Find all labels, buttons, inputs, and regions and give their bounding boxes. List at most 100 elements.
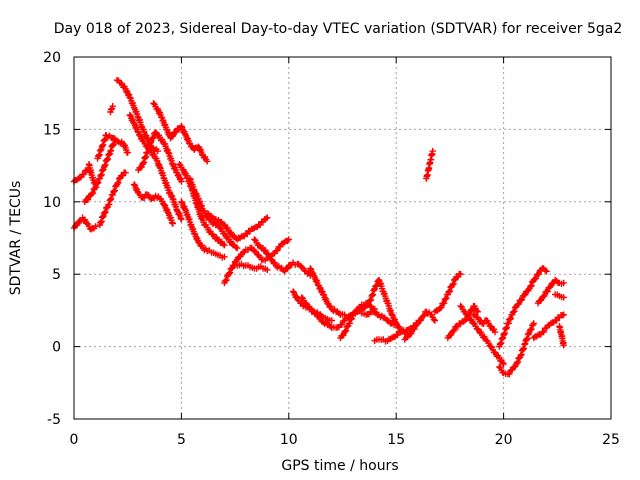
data-point (298, 294, 305, 301)
data-point-interp (520, 292, 528, 299)
data-point (429, 147, 436, 155)
data-point-interp (365, 301, 372, 308)
x-tick-label: 20 (495, 432, 513, 448)
data-point-interp (119, 172, 126, 179)
data-point (124, 149, 131, 156)
data-point-interp (532, 275, 539, 282)
data-point-interp (173, 128, 180, 136)
data-point (126, 94, 133, 101)
y-tick-label: 0 (52, 340, 61, 356)
data-point-interp (546, 284, 553, 291)
data-point-interp (84, 196, 92, 203)
data-point (560, 294, 567, 301)
data-point-interp (535, 270, 543, 278)
data-point-interp (424, 310, 431, 317)
data-point (178, 216, 185, 223)
plot-frame (73, 56, 612, 420)
data-point (500, 360, 507, 368)
x-tick-label: 10 (280, 432, 298, 448)
data-point-interp (473, 307, 480, 314)
data-point (281, 239, 288, 246)
data-point (178, 198, 185, 205)
data-point (487, 343, 494, 350)
data-point (496, 363, 503, 371)
data-point-interp (219, 240, 227, 248)
data-point (204, 158, 211, 165)
data-point-interp (80, 171, 88, 178)
data-point-interp (408, 330, 415, 337)
data-point-interp (89, 189, 97, 197)
data-point (560, 311, 567, 318)
data-point (298, 263, 305, 271)
data-point (324, 300, 331, 307)
data-point (92, 181, 99, 188)
data-point (221, 221, 228, 229)
data-point-interp (420, 312, 428, 319)
data-point (150, 100, 157, 107)
data-point (457, 271, 464, 278)
axis-ticks (73, 56, 612, 420)
data-point (152, 129, 159, 136)
x-tick-label: 15 (387, 432, 405, 448)
x-axis-title: GPS time / hours (281, 458, 398, 474)
data-point-interp (338, 321, 345, 328)
data-point-interp (254, 251, 261, 258)
data-point-interp (411, 325, 418, 333)
data-points (70, 77, 567, 378)
data-point-interp (518, 296, 526, 303)
data-point-interp (130, 119, 137, 126)
x-tick-label: 5 (177, 432, 186, 448)
data-point (221, 253, 228, 260)
data-point (285, 236, 292, 243)
data-point-interp (438, 304, 445, 311)
data-point (208, 213, 215, 220)
data-point-interp (108, 195, 115, 202)
grid-lines (74, 57, 611, 419)
data-point (126, 111, 133, 119)
x-tick-labels: 0 5 10 15 20 25 (70, 432, 620, 448)
data-point (431, 317, 439, 324)
y-tick-label: -5 (47, 412, 61, 428)
x-tick-label: 0 (70, 432, 79, 448)
data-point-interp (232, 244, 239, 251)
data-point (92, 223, 99, 230)
y-tick-label: 20 (43, 50, 61, 66)
data-point-interp (209, 220, 217, 228)
y-tick-labels: -5 0 5 10 15 20 (43, 50, 61, 428)
data-point (388, 334, 396, 342)
data-point-interp (454, 323, 461, 330)
data-point-interp (515, 300, 522, 308)
data-point-interp (105, 201, 113, 208)
data-point (234, 244, 241, 252)
y-axis-title: SDTVAR / TECUs (8, 181, 24, 296)
data-point-interp (430, 316, 437, 323)
data-point-interp (541, 292, 548, 299)
data-point (543, 268, 550, 275)
data-point-interp (110, 188, 118, 195)
data-point (560, 279, 567, 287)
data-point (221, 242, 228, 249)
data-point (130, 181, 138, 188)
data-point (474, 308, 481, 315)
data-point (401, 330, 408, 337)
data-point (154, 147, 161, 155)
data-point (216, 224, 224, 232)
data-point (169, 220, 176, 227)
data-point-interp (540, 328, 547, 336)
data-point (264, 266, 271, 274)
data-point-interp (262, 215, 270, 222)
data-point-interp (394, 331, 401, 339)
data-point (560, 342, 567, 349)
data-point (122, 169, 129, 176)
data-point-interp (506, 370, 513, 378)
data-point (341, 311, 348, 318)
data-point (109, 103, 116, 110)
data-point (491, 328, 499, 336)
y-tick-label: 5 (52, 267, 61, 283)
data-point (178, 123, 185, 130)
data-point (289, 288, 297, 295)
y-tick-label: 15 (43, 122, 61, 138)
data-point-interp (511, 308, 518, 315)
data-point (328, 317, 335, 324)
